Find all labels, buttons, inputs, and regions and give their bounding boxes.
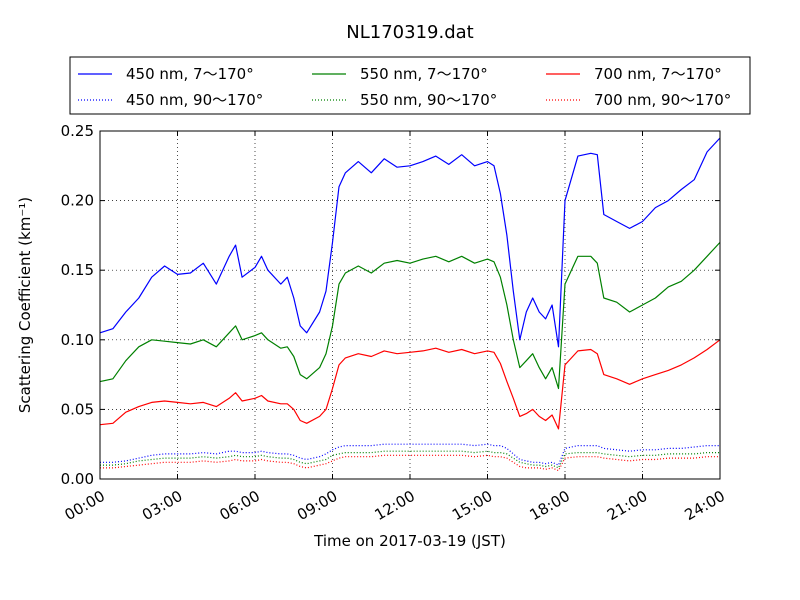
series-line-3 (99, 339, 721, 430)
y-tick-label: 0.15 (61, 261, 94, 279)
y-axis-label: Scattering Coefficient (km⁻¹) (16, 197, 34, 413)
legend-label: 550 nm, 90～170° (360, 91, 497, 109)
legend-items: 450 nm, 7～170° 550 nm, 7～170° 700 nm, 7～17… (78, 65, 731, 109)
legend-label: 550 nm, 7～170° (360, 65, 488, 83)
plot-frame (99, 130, 721, 480)
legend-label: 450 nm, 90～170° (126, 91, 263, 109)
plot-background (100, 131, 720, 479)
grid-lines (100, 131, 720, 479)
series-line-5 (100, 450, 720, 469)
y-tick-label: 0.00 (61, 470, 94, 488)
legend: 450 nm, 7～170° 550 nm, 7～170° 700 nm, 7～17… (69, 56, 751, 115)
y-tick-label: 0.10 (61, 331, 94, 349)
series-lines (99, 137, 721, 472)
legend-label: 700 nm, 7～170° (594, 65, 722, 83)
y-tick-labels: 0.00 0.05 0.10 0.15 0.20 0.25 (61, 122, 94, 488)
x-axis-label: Time on 2017-03-19 (JST) (313, 532, 506, 550)
legend-label: 700 nm, 90～170° (594, 91, 731, 109)
series-line-2 (99, 241, 721, 390)
legend-frame (69, 56, 751, 115)
chart-title: NL170319.dat (346, 22, 473, 43)
y-tick-label: 0.25 (61, 122, 94, 140)
y-tick-label: 0.20 (61, 192, 94, 210)
y-tick-label: 0.05 (61, 400, 94, 418)
plot-area (99, 130, 721, 480)
legend-label: 450 nm, 7～170° (126, 65, 254, 83)
series-line-1 (99, 137, 721, 348)
series-line-4 (100, 443, 720, 466)
